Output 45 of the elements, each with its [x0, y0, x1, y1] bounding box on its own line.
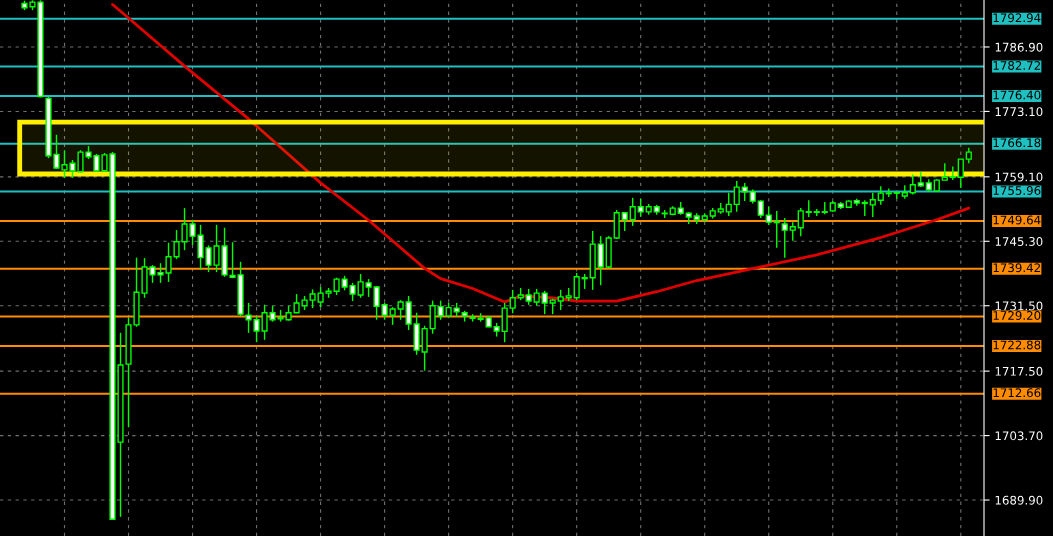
y-tick-label: 1689.90 [995, 495, 1043, 505]
candlestick [573, 272, 580, 301]
y-tick-label: 1731.50 [995, 301, 1043, 311]
ref-line-label: 1776.40 [993, 90, 1041, 100]
candlestick [773, 210, 780, 249]
ref-line-label: 1749.64 [993, 215, 1041, 225]
candlestick [741, 182, 748, 202]
ref-line-label: 1755.96 [993, 185, 1041, 195]
y-tick-label: 1786.90 [995, 42, 1043, 52]
y-tick-label: 1717.50 [995, 366, 1043, 376]
candlestick [765, 206, 772, 226]
candlestick [781, 217, 788, 259]
candlestick [421, 325, 428, 372]
candlestick [509, 289, 516, 314]
candlestick [557, 289, 564, 311]
ref-line-label: 1792.94 [993, 13, 1041, 23]
candlestick [909, 173, 916, 196]
line-series [111, 3, 971, 304]
candlestick [437, 299, 444, 321]
ref-line-label: 1722.88 [993, 340, 1041, 350]
candlestick [789, 221, 796, 242]
candlestick [597, 235, 604, 286]
candlestick [725, 192, 732, 217]
ref-line-label: 1739.42 [993, 263, 1040, 273]
y-tick-label: 1773.10 [995, 107, 1043, 117]
candlestick [629, 197, 636, 227]
ref-line-label: 1766.18 [993, 138, 1041, 148]
ref-line-label: 1782.72 [993, 61, 1040, 70]
ref-line-label: 1712.66 [993, 388, 1041, 398]
candlestick [877, 185, 884, 206]
y-tick-label: 1703.70 [995, 431, 1043, 441]
candlestick [541, 290, 548, 315]
candlestick [405, 295, 412, 331]
candlestick [733, 180, 740, 213]
candlestick [797, 207, 804, 237]
y-tick-label: 1759.10 [995, 172, 1043, 182]
ref-line-label: 1729.20 [993, 310, 1041, 320]
y-tick-label: 1745.30 [995, 237, 1043, 246]
candlestick [501, 302, 508, 343]
candlestick [357, 273, 364, 299]
candlestick [373, 285, 380, 321]
candlestick [397, 299, 404, 321]
candlestick [429, 299, 436, 335]
candlestick [957, 158, 964, 189]
candlestick [869, 192, 876, 218]
